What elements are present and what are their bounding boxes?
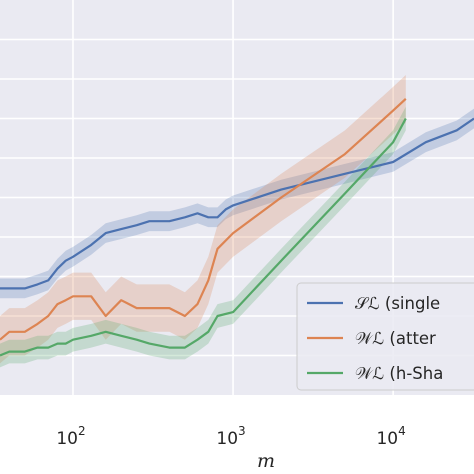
x-tick-label: 104 <box>376 424 405 449</box>
legend: 𝒮ℒ (single 𝒲ℒ (atter 𝒲ℒ (h-Sha <box>296 282 474 391</box>
series-band-2 <box>0 75 406 364</box>
series-line-3 <box>0 117 407 357</box>
x-tick-label: 102 <box>56 424 85 449</box>
legend-entry-label: 𝒮ℒ (single <box>355 294 440 313</box>
x-tick-labels: 102 103 104 <box>56 424 405 449</box>
series-band-3 <box>0 106 406 368</box>
legend-entry-label: 𝒲ℒ (h-Sha <box>355 364 443 383</box>
series-lines <box>0 97 474 357</box>
x-tick-label: 103 <box>216 424 245 449</box>
grid-lines <box>0 0 474 395</box>
legend-box <box>296 282 474 391</box>
series-line-2 <box>0 97 407 341</box>
legend-entry-label: 𝒲ℒ (atter <box>355 329 436 348</box>
x-axis-label: m <box>257 450 275 472</box>
series-line-1 <box>0 117 474 290</box>
